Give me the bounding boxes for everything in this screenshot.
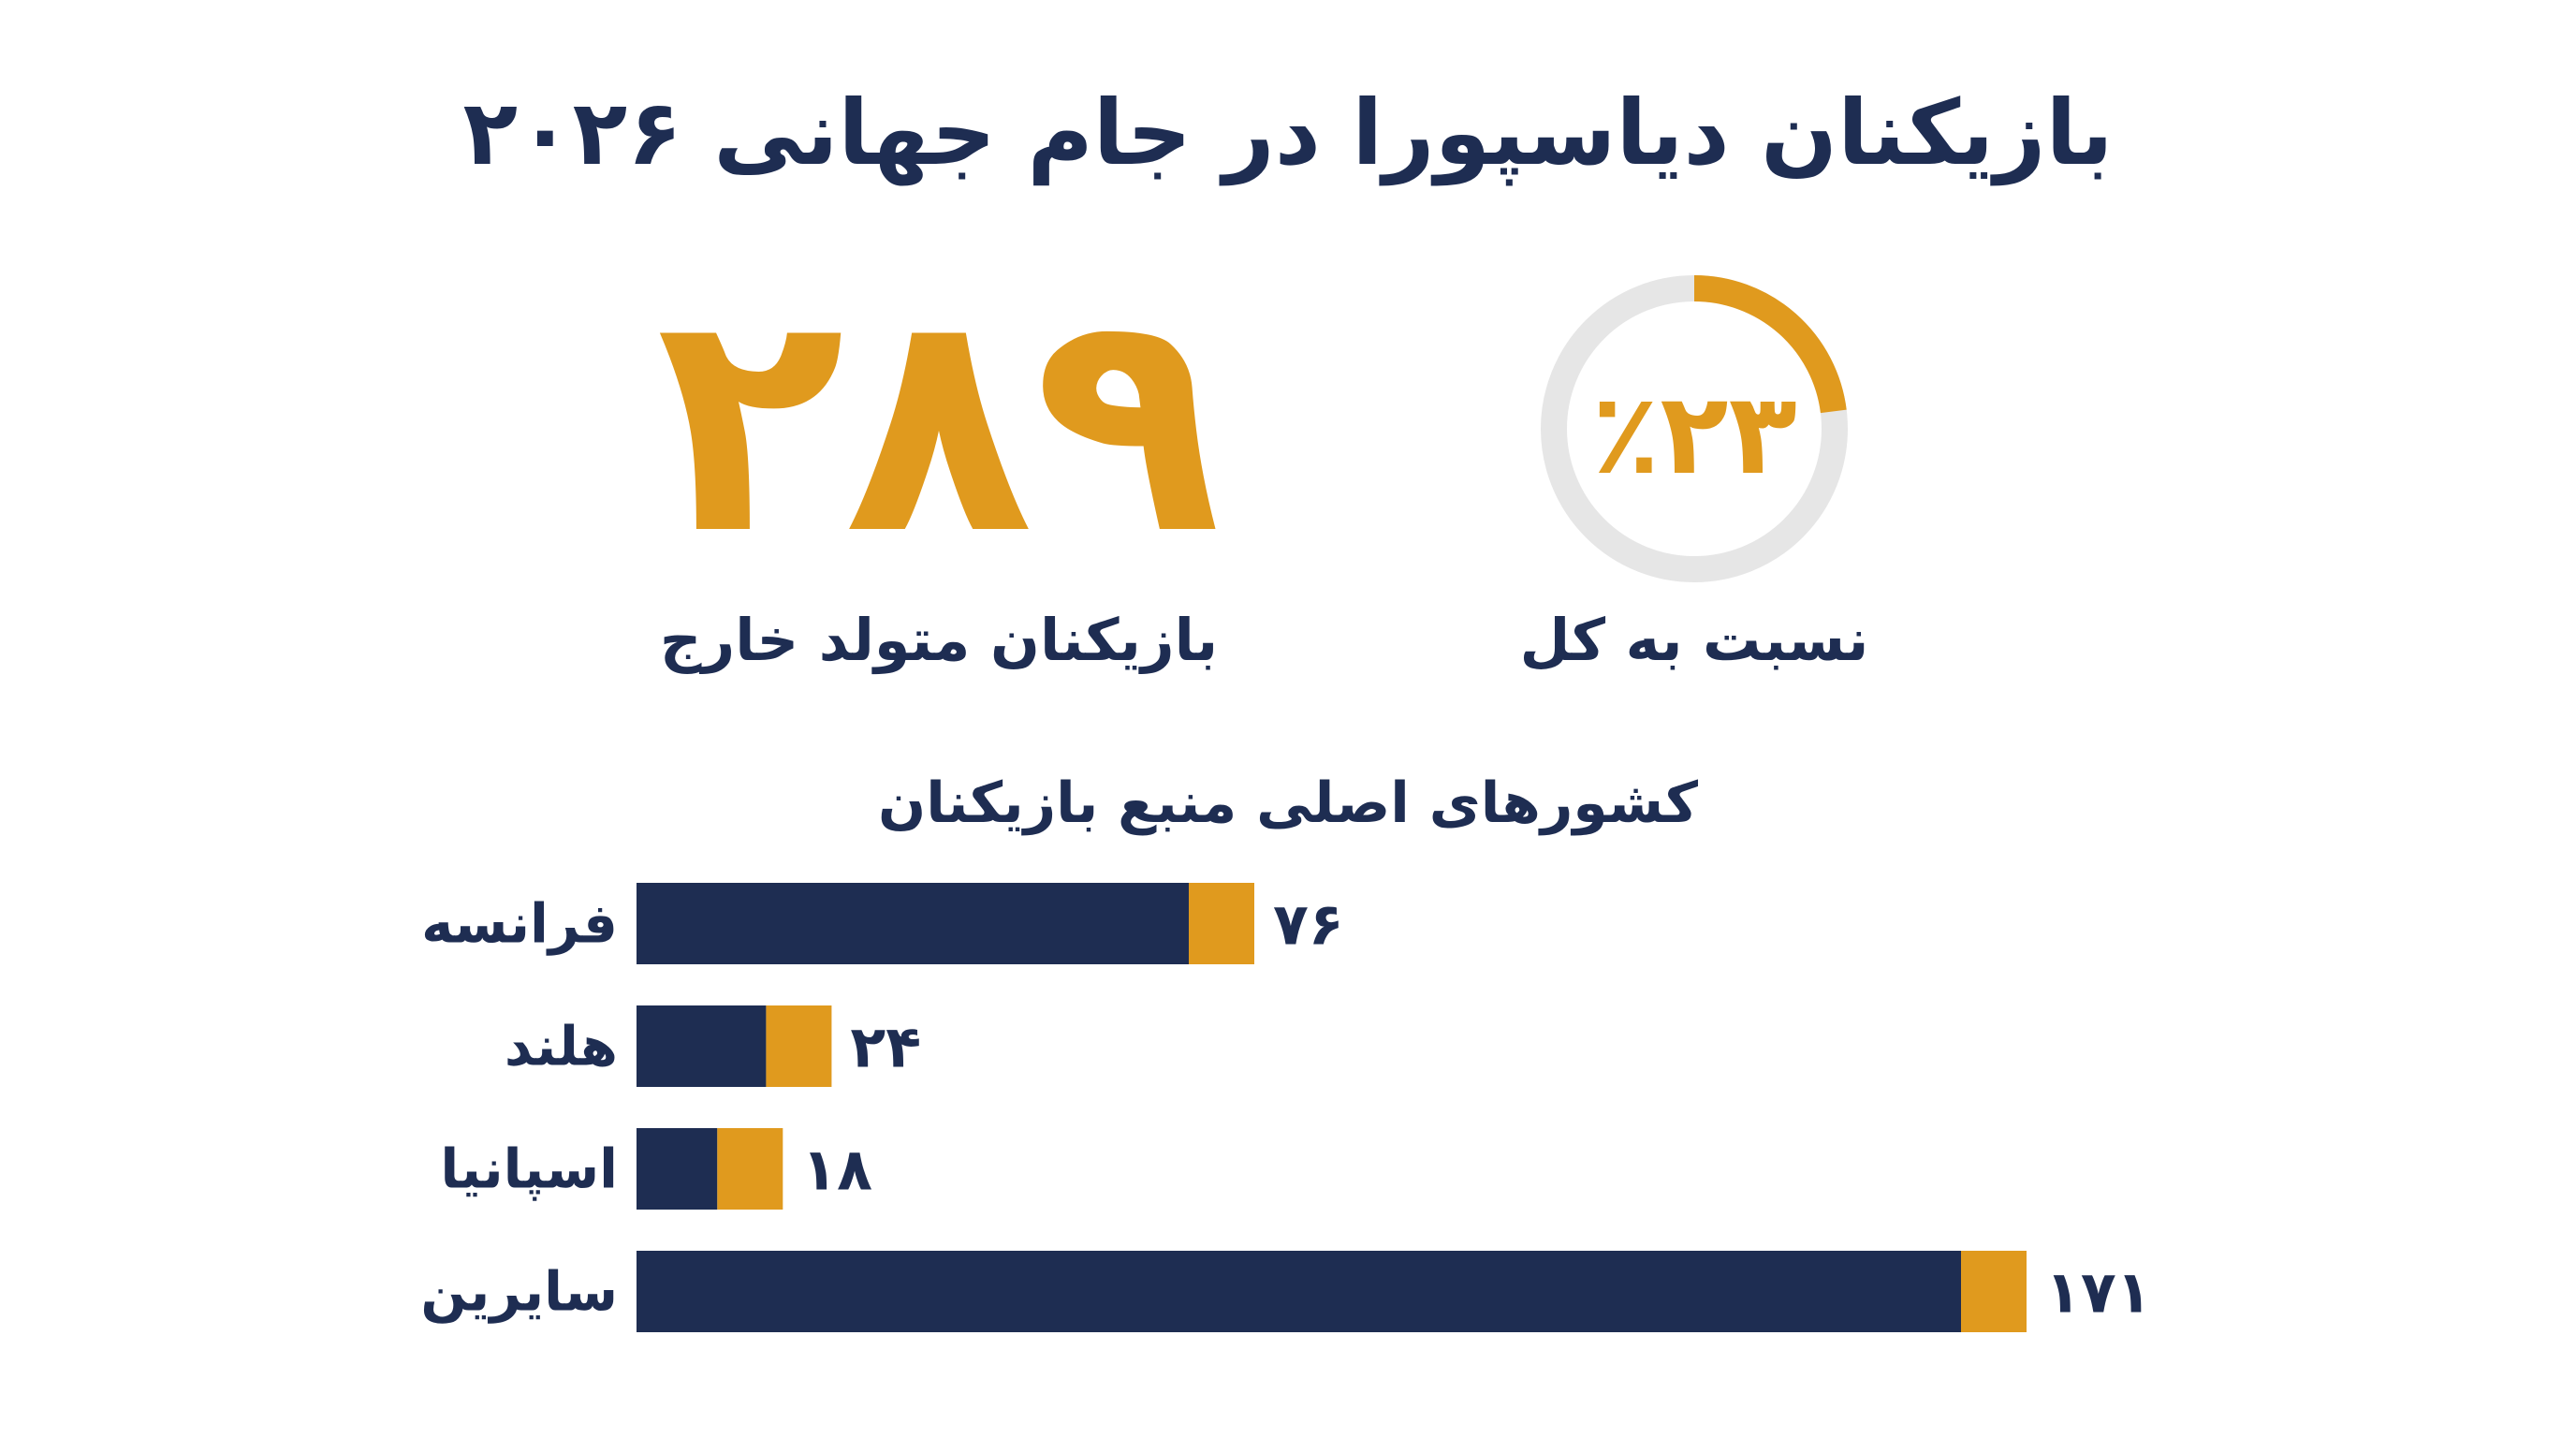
bar-accent-0 — [1189, 883, 1254, 964]
value-label-2: ۱۸ — [801, 1136, 872, 1204]
chart-title: کشورهای اصلی منبع بازیکنان — [878, 770, 1698, 836]
value-label-3: ۱۷۱ — [2045, 1258, 2152, 1327]
category-label-3: سایرین — [420, 1260, 618, 1325]
bar-chart: فرانسه ۷۶ هلند ۲۴ اسپانیا ۱۸ سایرین ۱۷۱ — [420, 883, 2152, 1332]
foreign-born-count: ۲۸۹ — [656, 242, 1222, 602]
bar-3 — [637, 1251, 1961, 1332]
bar-1 — [637, 1005, 767, 1087]
bar-accent-1 — [766, 1005, 832, 1087]
bar-0 — [637, 883, 1189, 964]
share-gauge: ٪۲۳ — [1541, 275, 1848, 582]
bar-accent-3 — [1961, 1251, 2027, 1332]
page-title: بازیکنان دیاسپورا در جام جهانی ۲۰۲۶ — [462, 81, 2113, 186]
value-label-0: ۷۶ — [1273, 890, 1344, 959]
category-label-2: اسپانیا — [440, 1137, 618, 1202]
foreign-born-label: بازیکنان متولد خارج — [660, 606, 1218, 674]
bar-accent-2 — [717, 1128, 783, 1210]
category-label-1: هلند — [505, 1015, 618, 1078]
gauge-fill — [1541, 275, 1848, 582]
value-label-1: ۲۴ — [850, 1013, 921, 1081]
share-label: نسبت به کل — [1520, 606, 1869, 674]
category-label-0: فرانسه — [421, 892, 618, 957]
bar-2 — [637, 1128, 718, 1210]
share-percent: ٪۲۳ — [1591, 370, 1797, 500]
